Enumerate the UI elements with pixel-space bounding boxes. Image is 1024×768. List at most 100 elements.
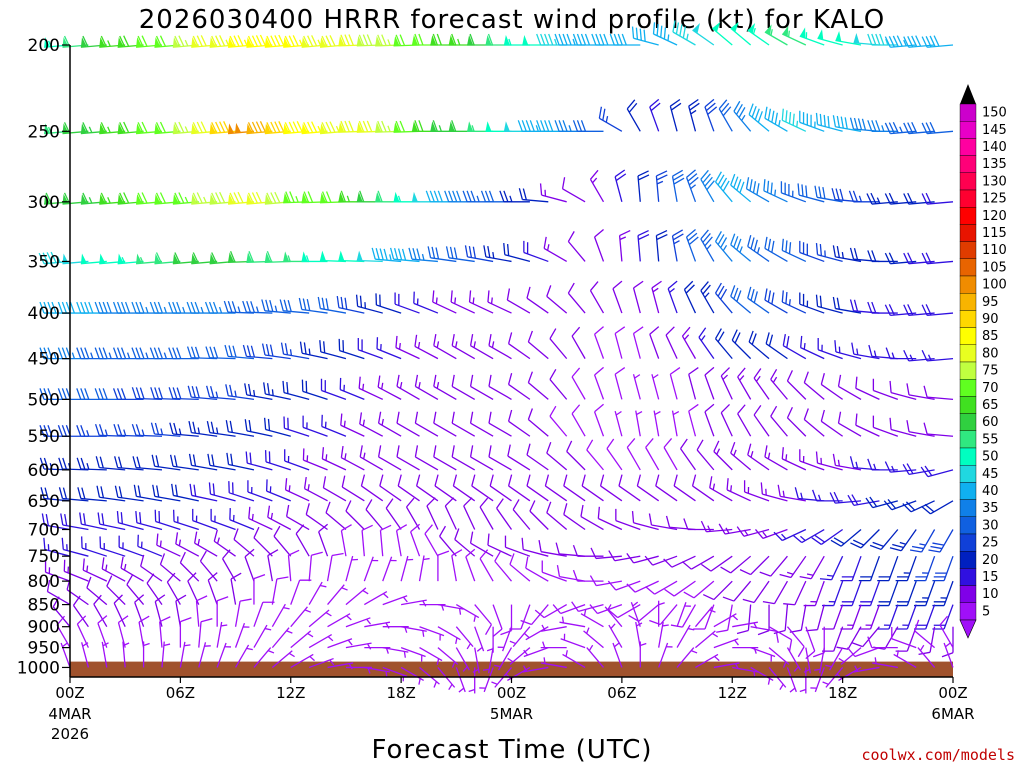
wind-barb (571, 601, 604, 612)
date-tick-label: 6MAR (931, 705, 974, 723)
wind-barb (248, 506, 273, 531)
wind-barb (750, 626, 779, 643)
wind-barb (830, 529, 862, 547)
wind-barb (375, 293, 402, 314)
wind-barb (463, 497, 476, 530)
wind-barb (669, 98, 682, 132)
wind-barb (234, 644, 253, 668)
wind-barb (166, 572, 181, 605)
wind-barb (271, 650, 295, 668)
colorbar-label: 40 (982, 484, 999, 499)
wind-barb (271, 603, 290, 628)
wind-barb (739, 555, 770, 576)
wind-barb (541, 560, 567, 582)
wind-barb (799, 292, 825, 314)
wind-barb (209, 191, 236, 205)
wind-barb (414, 374, 439, 400)
colorbar-swatch (959, 293, 977, 311)
wind-barb (820, 409, 843, 437)
wind-barb (358, 376, 384, 400)
wind-barb (321, 447, 347, 471)
wind-barb (242, 344, 273, 360)
wind-barb (207, 572, 218, 605)
wind-barb (813, 626, 825, 658)
wind-barb (921, 304, 954, 316)
wind-barb (198, 642, 211, 668)
wind-barb (846, 647, 880, 658)
wind-barb (805, 626, 816, 660)
wind-barb (285, 504, 310, 531)
colorbar-swatch (959, 379, 977, 397)
wind-barb (618, 229, 631, 262)
wind-barb (649, 326, 660, 359)
wind-barb (377, 445, 402, 471)
wind-barb (628, 604, 660, 622)
date-tick-label: 5MAR (490, 705, 533, 723)
wind-barb (858, 604, 881, 630)
wind-barb (786, 647, 802, 672)
wind-barb (424, 524, 439, 557)
wind-barb (939, 615, 954, 648)
wind-barb (869, 529, 899, 551)
wind-barb (364, 621, 391, 629)
colorbar-label: 55 (982, 432, 999, 447)
wind-barb (704, 98, 718, 132)
wind-barb (928, 529, 954, 553)
wind-barb (583, 627, 604, 649)
credit-text: coolwx.com/models (861, 746, 1015, 764)
wind-barb (563, 503, 586, 531)
wind-barb (527, 330, 549, 360)
wind-barb (614, 169, 627, 202)
colorbar-swatch (959, 551, 977, 569)
wind-barb (637, 229, 650, 262)
wind-barb (97, 615, 108, 648)
wind-barb (150, 422, 181, 437)
wind-barb (327, 662, 354, 670)
wind-barb (814, 647, 825, 674)
wind-barb (418, 555, 430, 582)
wind-barb (118, 535, 144, 557)
wind-barb (169, 422, 199, 437)
wind-barb (609, 33, 641, 46)
wind-barb (832, 245, 862, 263)
wind-barb (245, 451, 273, 471)
wind-barb (526, 443, 549, 471)
colorbar-swatch (959, 482, 977, 500)
colorbar-label: 135 (982, 157, 1007, 172)
wind-barb (523, 240, 549, 263)
wind-barb (41, 513, 71, 531)
wind-barb (877, 604, 899, 630)
wind-barb (921, 350, 954, 362)
wind-barb (737, 367, 752, 400)
wind-barb (691, 474, 715, 502)
wind-barb (763, 179, 788, 203)
wind-barb (745, 177, 770, 203)
wind-barb (889, 380, 917, 401)
wind-barb (714, 282, 733, 314)
wind-barb (572, 120, 604, 132)
wind-barb (747, 286, 770, 314)
wind-barb (400, 666, 424, 685)
wind-barb (626, 552, 659, 564)
wind-barb (131, 423, 163, 437)
wind-barb (700, 520, 733, 533)
pressure-tick-label: 450 (28, 350, 60, 370)
wind-barb (327, 638, 353, 649)
wind-barb (327, 584, 348, 606)
wind-barb (671, 169, 685, 202)
wind-barb (895, 580, 917, 607)
wind-barb (371, 247, 402, 263)
wind-barb (253, 647, 275, 668)
wind-barb (507, 372, 531, 400)
colorbar-swatch (959, 258, 977, 277)
wind-barb (655, 229, 668, 262)
wind-barb (858, 580, 881, 607)
wind-barb (534, 604, 568, 619)
wind-barb (630, 601, 641, 627)
wind-barb (396, 445, 420, 471)
wind-barb (472, 647, 480, 674)
wind-barb (60, 513, 89, 531)
wind-barb (614, 410, 623, 437)
wind-barb (452, 474, 476, 502)
wind-barb (325, 501, 347, 531)
